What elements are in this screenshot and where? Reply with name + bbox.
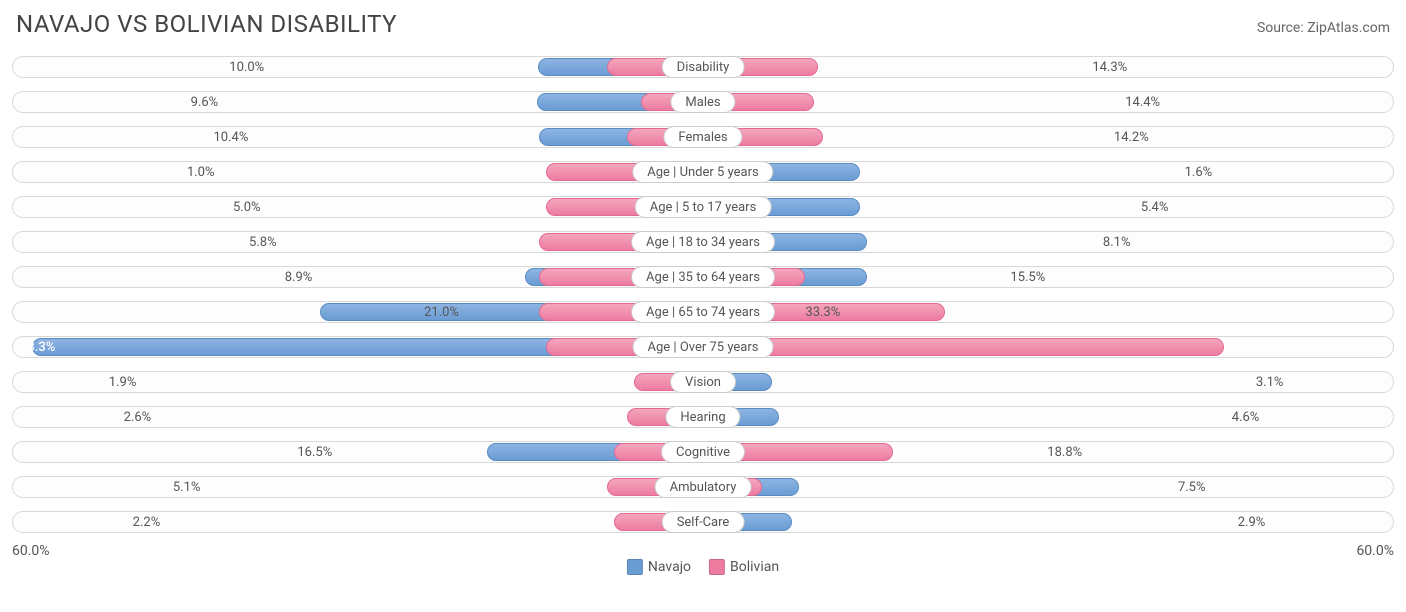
chart-row: 14.4% 9.6% Males [12, 87, 1394, 117]
chart-row: 58.3%45.2%Age | Over 75 years [12, 332, 1394, 362]
category-label: Age | Under 5 years [632, 161, 773, 183]
bar-right [614, 443, 893, 461]
value-label-right: 21.0% [418, 297, 459, 327]
value-label-right: 1.0% [181, 157, 215, 187]
category-label: Self-Care [662, 511, 745, 533]
chart-row: 1.6% 1.0% Age | Under 5 years [12, 157, 1394, 187]
category-label: Age | 18 to 34 years [631, 231, 775, 253]
chart-row: 8.1% 5.8% Age | 18 to 34 years [12, 227, 1394, 257]
chart-row: 2.9% 2.2% Self-Care [12, 507, 1394, 537]
value-label-right: 1.9% [103, 367, 137, 397]
value-label-left: 2.9% [1238, 507, 1272, 537]
category-label: Cognitive [661, 441, 745, 463]
value-label-left: 18.8% [1047, 437, 1088, 467]
value-label-left: 58.3% [20, 332, 61, 362]
chart-row: 5.4% 5.0% Age | 5 to 17 years [12, 192, 1394, 222]
category-label: Ambulatory [655, 476, 752, 498]
chart-row: 14.3% 10.0% Disability [12, 52, 1394, 82]
chart-title: NAVAJO VS BOLIVIAN DISABILITY [16, 10, 397, 38]
chart-row: 7.5% 5.1% Ambulatory [12, 472, 1394, 502]
chart-row: 4.6% 2.6% Hearing [12, 402, 1394, 432]
chart-source: Source: ZipAtlas.com [1257, 20, 1390, 36]
legend-swatch-left [627, 559, 643, 575]
category-label: Age | 65 to 74 years [631, 301, 775, 323]
value-label-right: 8.9% [279, 262, 313, 292]
category-label: Males [670, 91, 735, 113]
category-label: Age | Over 75 years [633, 336, 774, 358]
legend: Navajo Bolivian [627, 559, 779, 575]
category-label: Hearing [665, 406, 740, 428]
value-label-right: 5.8% [243, 227, 277, 257]
category-label: Disability [662, 56, 745, 78]
value-label-left: 8.1% [1103, 227, 1137, 257]
value-label-left: 33.3% [805, 297, 846, 327]
axis-max-right: 60.0% [1356, 543, 1394, 559]
value-label-left: 1.6% [1185, 157, 1219, 187]
value-label-left: 7.5% [1178, 472, 1212, 502]
value-label-right: 10.4% [207, 122, 248, 152]
diverging-bar-chart: 14.3%10.0%Disability14.4%9.6%Males14.2%1… [12, 52, 1394, 537]
value-label-right: 5.1% [167, 472, 201, 502]
value-label-right: 9.6% [185, 87, 219, 117]
value-label-left: 15.5% [1010, 262, 1051, 292]
chart-row: 3.1% 1.9% Vision [12, 367, 1394, 397]
value-label-right: 5.0% [227, 192, 261, 222]
legend-label-left: Navajo [648, 559, 691, 575]
axis-max-left: 60.0% [12, 543, 50, 559]
chart-row: 14.2% 10.4% Females [12, 122, 1394, 152]
legend-item-left: Navajo [627, 559, 691, 575]
category-label: Vision [670, 371, 736, 393]
category-label: Females [663, 126, 742, 148]
chart-row: 18.8% 16.5% Cognitive [12, 437, 1394, 467]
value-label-left: 4.6% [1232, 402, 1266, 432]
chart-header: NAVAJO VS BOLIVIAN DISABILITY Source: Zi… [12, 10, 1394, 38]
value-label-right: 2.6% [118, 402, 152, 432]
category-label: Age | 5 to 17 years [635, 196, 772, 218]
value-label-left: 14.3% [1092, 52, 1133, 82]
chart-row: 15.5% 8.9% Age | 35 to 64 years [12, 262, 1394, 292]
value-label-right: 10.0% [223, 52, 264, 82]
value-label-left: 3.1% [1256, 367, 1290, 397]
legend-item-right: Bolivian [709, 559, 779, 575]
value-label-left: 5.4% [1141, 192, 1175, 222]
chart-footer: 60.0% 60.0% Navajo Bolivian [12, 543, 1394, 565]
chart-row: 33.3% 21.0% Age | 65 to 74 years [12, 297, 1394, 327]
value-label-left: 14.4% [1125, 87, 1166, 117]
legend-label-right: Bolivian [730, 559, 779, 575]
category-label: Age | 35 to 64 years [631, 266, 775, 288]
value-label-right: 16.5% [291, 437, 332, 467]
value-label-right: 2.2% [127, 507, 161, 537]
value-label-left: 14.2% [1114, 122, 1155, 152]
legend-swatch-right [709, 559, 725, 575]
